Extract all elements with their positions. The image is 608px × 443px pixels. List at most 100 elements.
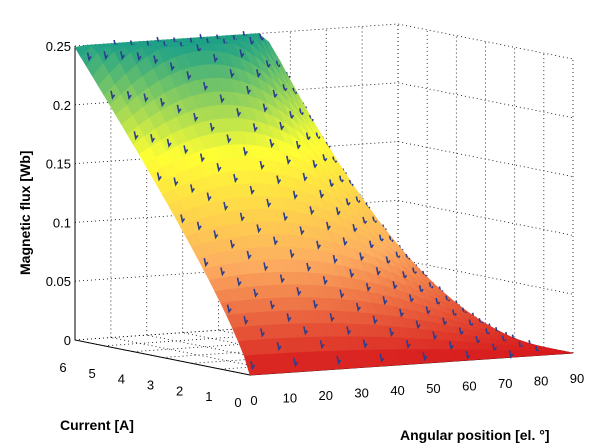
surface-marker: [243, 315, 249, 326]
surface-marker: [249, 36, 255, 47]
surface-marker: [153, 55, 159, 65]
surface-marker: [246, 85, 252, 95]
surface-marker: [220, 267, 226, 277]
surface-marker: [150, 134, 156, 144]
surface-marker: [295, 140, 301, 151]
surface-marker: [292, 190, 298, 200]
surface-marker: [136, 52, 142, 62]
surface-marker: [319, 189, 325, 200]
surface-marker: [193, 112, 199, 123]
x-tick-label: 40: [390, 383, 404, 398]
y-tick-label: 6: [59, 360, 66, 375]
surface-marker: [176, 104, 182, 114]
x-tick-label: 0: [250, 393, 257, 408]
surface-marker: [279, 121, 285, 132]
y-tick-label: 1: [205, 389, 212, 404]
y-tick-label: 2: [176, 383, 183, 398]
surface-marker: [256, 224, 262, 234]
z-tick-label: 0.2: [53, 98, 71, 113]
surface-marker: [239, 212, 245, 222]
surface-marker: [263, 262, 269, 272]
surface-marker: [253, 288, 259, 298]
z-tick-label: 0.05: [46, 274, 71, 289]
surface-marker: [316, 240, 322, 250]
surface-marker: [209, 122, 215, 133]
x-tick-label: 30: [354, 386, 368, 401]
surface-marker: [216, 163, 222, 173]
surface-marker: [296, 287, 302, 297]
surface-marker: [405, 339, 411, 350]
surface-marker: [236, 108, 242, 118]
surface-marker: [369, 240, 374, 250]
surface-marker: [289, 111, 295, 121]
surface-marker: [273, 236, 278, 246]
surface-marker: [299, 226, 305, 236]
surface-marker: [322, 276, 328, 286]
surface-marker: [362, 339, 368, 349]
surface-marker: [133, 131, 139, 141]
surface-marker: [243, 147, 248, 157]
x-tick-label: 60: [462, 378, 476, 393]
surface-marker: [256, 69, 261, 79]
surface-marker: [199, 153, 205, 163]
surface-marker: [389, 327, 395, 338]
surface-marker: [276, 341, 282, 352]
surface-marker: [432, 331, 438, 341]
x-axis-ticks: 0 10 20 30 40 50 60 70 80 90: [250, 371, 584, 408]
z-tick-label: 0.25: [46, 39, 71, 54]
surface-marker: [336, 355, 342, 366]
surface-marker: [103, 51, 109, 61]
surface-marker: [329, 179, 335, 189]
surface-marker: [226, 304, 232, 314]
surface-marker: [448, 341, 454, 351]
surface-marker: [399, 308, 405, 318]
surface-marker: [465, 350, 471, 361]
surface-marker: [349, 269, 355, 279]
surface-marker: [110, 90, 116, 100]
surface-marker: [206, 192, 212, 202]
y-axis-ticks: 0 1 2 3 4 5 6: [59, 360, 241, 410]
surface-marker: [352, 224, 358, 234]
surface-marker: [339, 289, 345, 299]
surface-marker: [372, 315, 378, 325]
surface-marker: [186, 71, 192, 81]
surface-marker: [265, 60, 271, 70]
x-tick-label: 70: [498, 376, 512, 391]
x-tick-label: 80: [534, 373, 548, 388]
surface-marker: [332, 254, 338, 265]
surface-marker: [203, 258, 209, 268]
surface-marker: [425, 306, 431, 316]
surface-marker: [180, 214, 186, 224]
x-tick-label: 50: [426, 381, 440, 396]
surface-marker: [272, 89, 278, 99]
x-tick-label: 90: [570, 371, 584, 386]
surface-marker: [415, 320, 421, 330]
surface-marker: [346, 326, 352, 336]
surface-marker: [223, 201, 229, 212]
surface-marker: [279, 274, 285, 284]
surface-plot: [74, 31, 574, 376]
y-axis-label: Current [A]: [60, 417, 134, 433]
surface-marker: [266, 198, 272, 208]
surface-marker: [213, 230, 219, 240]
surface-marker: [250, 360, 256, 371]
surface-marker: [508, 349, 514, 360]
y-tick-label: 0: [234, 395, 241, 410]
surface-marker: [169, 62, 175, 72]
x-tick-label: 10: [283, 391, 297, 406]
surface-marker: [302, 172, 308, 182]
surface-marker: [230, 239, 235, 250]
surface-marker: [249, 185, 255, 196]
surface-marker: [246, 250, 252, 260]
surface-marker: [409, 294, 414, 304]
surface-marker: [309, 206, 315, 216]
y-tick-label: 3: [147, 378, 154, 393]
surface-marker: [260, 328, 265, 338]
z-tick-label: 0.1: [53, 215, 71, 230]
surface-marker: [422, 352, 428, 362]
surface-marker: [356, 302, 361, 312]
z-axis-ticks: 0 0.05 0.1 0.15 0.2 0.25: [46, 39, 71, 348]
surface-marker: [120, 51, 125, 61]
surface-marker: [203, 81, 208, 92]
